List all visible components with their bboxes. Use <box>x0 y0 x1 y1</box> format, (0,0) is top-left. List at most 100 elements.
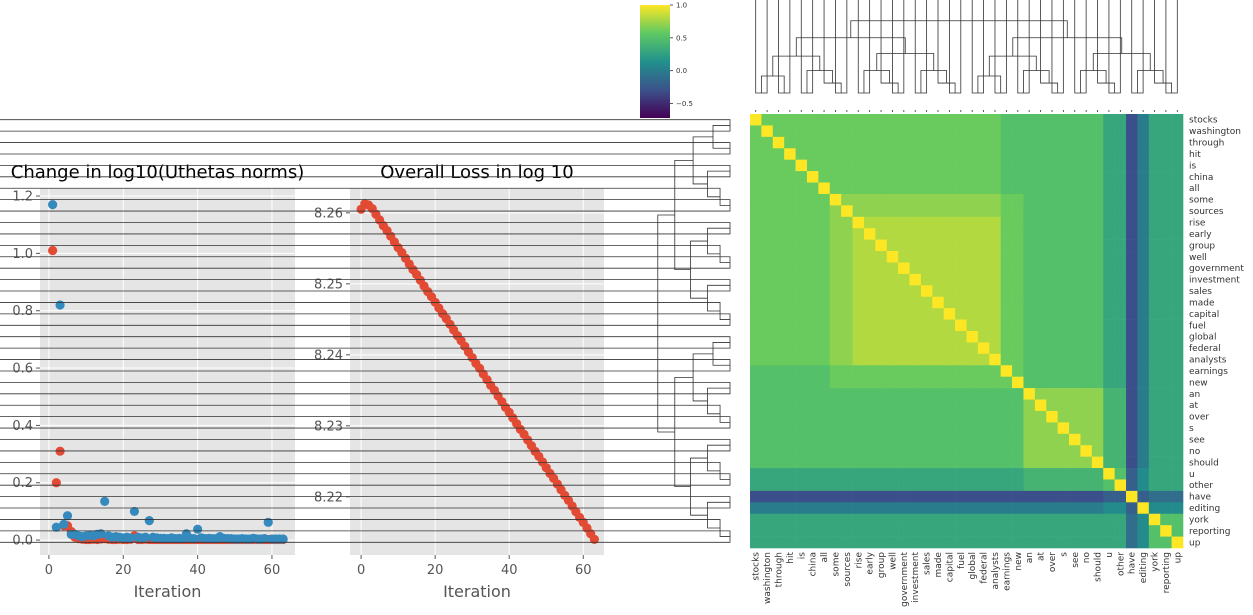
column-label: fuel <box>957 552 967 569</box>
heatmap-cell <box>1114 193 1127 206</box>
heatmap-cell <box>909 353 922 366</box>
heatmap-cell <box>1171 376 1184 389</box>
heatmap-cell <box>1046 319 1058 332</box>
heatmap-cell <box>1080 410 1093 423</box>
heatmap-cell <box>795 136 808 149</box>
heatmap-cell <box>761 239 774 252</box>
heatmap-cell <box>955 490 967 503</box>
heatmap-cell <box>1080 376 1093 389</box>
heatmap-cell <box>932 513 945 526</box>
heatmap-cell <box>863 273 876 286</box>
heatmap-cell <box>1069 216 1081 229</box>
heatmap-cell <box>1091 171 1104 183</box>
heatmap-cell <box>1126 285 1138 298</box>
heatmap-cell <box>1012 365 1024 377</box>
heatmap-cell <box>1080 353 1093 366</box>
heatmap-cell <box>1126 388 1138 400</box>
heatmap-cell <box>1091 319 1104 332</box>
heatmap-cell <box>1034 365 1047 377</box>
heatmap-cell <box>1080 171 1093 183</box>
heatmap-cell <box>863 513 876 526</box>
heatmap-cell <box>784 228 796 240</box>
heatmap-cell <box>1000 273 1013 286</box>
heatmap-cell <box>955 319 967 332</box>
heatmap-cell <box>1126 193 1138 206</box>
heatmap-cell <box>761 388 774 400</box>
heatmap-cell <box>1137 422 1150 435</box>
heatmap-cell <box>943 114 956 126</box>
heatmap-cell <box>1126 422 1138 435</box>
heatmap-cell <box>898 456 910 469</box>
heatmap-cell <box>841 136 853 149</box>
heatmap-cell <box>886 228 899 240</box>
point <box>140 532 151 542</box>
heatmap-cell <box>1080 433 1093 446</box>
heatmap-cell <box>1034 445 1047 457</box>
heatmap-cell <box>1034 399 1047 412</box>
heatmap-cell <box>977 399 990 412</box>
heatmap-cell <box>966 228 979 240</box>
heatmap-cell <box>1080 136 1093 149</box>
heatmap-cell <box>875 502 888 515</box>
heatmap-cell <box>898 422 910 435</box>
heatmap-cell <box>966 171 979 183</box>
heatmap-cell <box>841 399 853 412</box>
column-label: up <box>1173 552 1183 564</box>
heatmap-cell <box>863 308 876 320</box>
heatmap-cell <box>875 445 888 457</box>
heatmap-cell <box>1137 399 1150 412</box>
heatmap-cell <box>875 376 888 389</box>
heatmap-cell <box>761 365 774 377</box>
point <box>55 300 65 310</box>
heatmap-cell <box>761 490 774 503</box>
heatmap-cell <box>1046 445 1058 457</box>
heatmap-cell <box>1046 479 1058 492</box>
heatmap-cell <box>989 125 1001 138</box>
heatmap-cell <box>1103 433 1115 446</box>
heatmap-cell <box>1137 319 1150 332</box>
heatmap-cell <box>1034 502 1047 515</box>
heatmap-cell <box>1160 216 1172 229</box>
heatmap-cell <box>920 273 933 286</box>
heatmap-cell <box>818 525 831 537</box>
heatmap-cell <box>898 193 910 206</box>
heatmap-cell <box>955 148 967 160</box>
heatmap-cell <box>955 285 967 298</box>
heatmap-cell <box>1069 114 1081 126</box>
column-label: federal <box>980 552 990 584</box>
heatmap-cell <box>806 308 819 320</box>
heatmap-cell <box>1160 479 1172 492</box>
heatmap-cell <box>852 251 865 263</box>
heatmap-cell <box>1057 296 1070 309</box>
heatmap-cell <box>818 193 831 206</box>
heatmap-cell <box>1046 468 1058 480</box>
heatmap-cell <box>966 502 979 515</box>
heatmap-cell <box>1160 273 1172 286</box>
heatmap-cell <box>750 388 762 400</box>
heatmap-cell <box>784 136 796 149</box>
column-label: some <box>831 552 841 577</box>
heatmap-cell <box>1080 536 1093 549</box>
heatmap-cell <box>932 125 945 138</box>
y-tick-label: 1.2 <box>12 190 33 205</box>
heatmap-cell <box>943 433 956 446</box>
heatmap-cell <box>909 468 922 480</box>
heatmap-cell <box>863 331 876 343</box>
heatmap-cell <box>841 513 853 526</box>
heatmap-cell <box>1148 239 1161 252</box>
heatmap-cell <box>784 182 796 195</box>
heatmap-cell <box>977 114 990 126</box>
heatmap-cell <box>909 193 922 206</box>
heatmap-cell <box>955 308 967 320</box>
heatmap-cell <box>772 365 785 377</box>
column-label: capital <box>945 552 955 582</box>
heatmap-cell <box>750 479 762 492</box>
heatmap-cell <box>863 536 876 549</box>
heatmap-cell <box>795 422 808 435</box>
heatmap-cell <box>772 296 785 309</box>
heatmap-cell <box>1148 148 1161 160</box>
heatmap-cell <box>1057 182 1070 195</box>
heatmap-cell <box>829 433 842 446</box>
heatmap-cell <box>1080 125 1093 138</box>
heatmap-cell <box>1034 536 1047 549</box>
